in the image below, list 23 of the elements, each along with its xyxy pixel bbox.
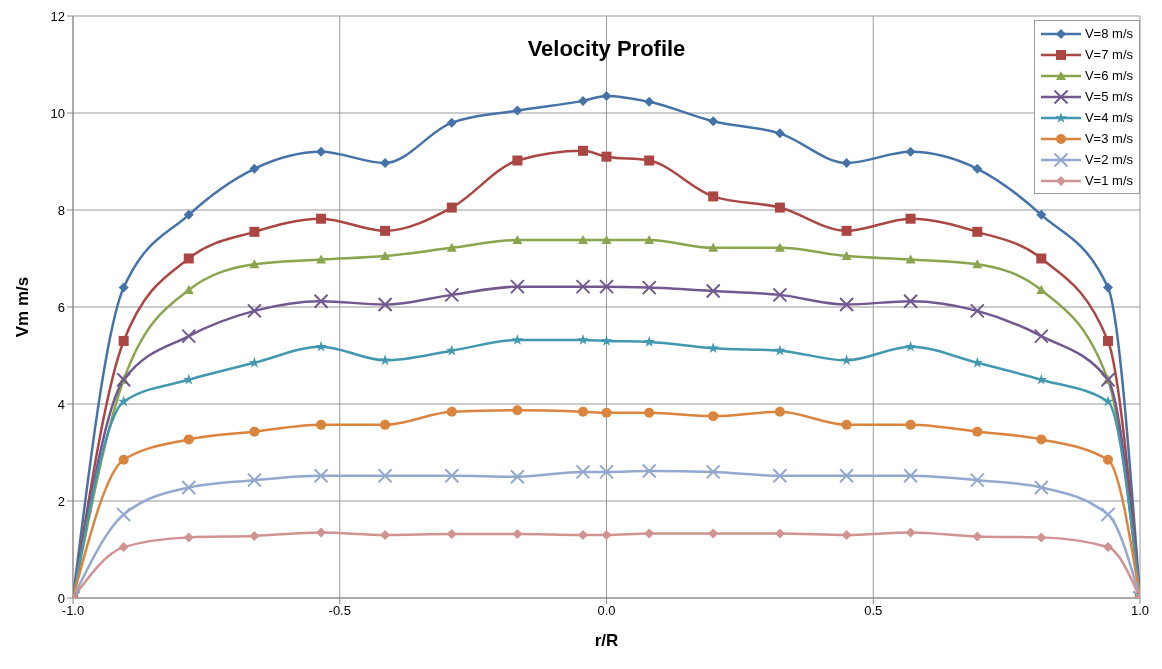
x-tick-label: -1.0	[61, 603, 85, 619]
y-tick-label: 8	[57, 202, 65, 218]
x-axis-title: r/R	[594, 631, 619, 650]
legend-label: V=5 m/s	[1084, 89, 1133, 104]
y-tick-label: 6	[57, 299, 65, 315]
legend-label: V=8 m/s	[1084, 26, 1133, 41]
x-tick-label: 1.0	[1130, 603, 1150, 619]
legend-label: V=3 m/s	[1084, 131, 1133, 146]
x-tick-label: 0.5	[864, 603, 883, 619]
y-tick-label: 12	[50, 8, 65, 24]
y-axis-title: Vm m/s	[13, 276, 33, 338]
legend-label: V=1 m/s	[1084, 173, 1133, 188]
x-tick-label: -0.5	[328, 603, 351, 619]
legend-label: V=2 m/s	[1084, 152, 1133, 167]
y-tick-label: 10	[50, 105, 65, 121]
legend-label: V=4 m/s	[1084, 110, 1133, 125]
y-tick-label: 0	[57, 590, 65, 606]
legend-label: V=7 m/s	[1084, 47, 1133, 62]
y-tick-label: 4	[57, 396, 65, 412]
text: Velocity Profile	[527, 36, 686, 61]
y-tick-label: 2	[57, 493, 65, 509]
x-tick-label: 0.0	[597, 603, 616, 619]
legend-label: V=6 m/s	[1084, 68, 1133, 83]
